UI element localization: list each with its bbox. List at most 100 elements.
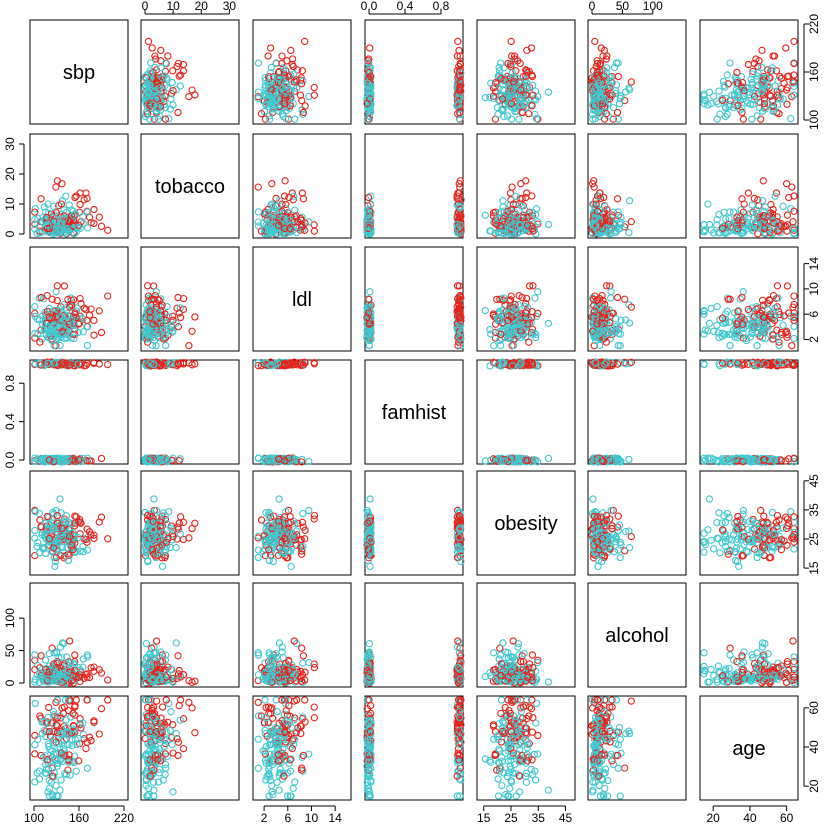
point <box>498 229 506 237</box>
point <box>310 91 319 99</box>
point <box>266 44 275 52</box>
point <box>544 319 553 328</box>
point <box>614 59 622 67</box>
point <box>733 68 741 77</box>
panel-ldl-vs-tobacco <box>140 246 240 352</box>
point <box>613 195 622 203</box>
point <box>265 208 273 217</box>
point <box>532 115 541 123</box>
point <box>734 102 742 110</box>
point <box>57 200 66 208</box>
point <box>453 192 461 200</box>
point <box>509 78 517 86</box>
point <box>504 207 512 215</box>
point <box>287 562 295 571</box>
panel-sbp-vs-tobacco <box>140 19 240 125</box>
point <box>750 96 758 104</box>
point <box>37 195 45 203</box>
point <box>146 115 154 123</box>
point <box>790 79 798 87</box>
point <box>188 524 196 533</box>
point <box>52 209 60 217</box>
point <box>173 62 181 71</box>
point <box>588 180 597 188</box>
point <box>40 203 48 211</box>
point <box>753 206 761 214</box>
point <box>592 221 600 229</box>
point <box>185 93 193 101</box>
point <box>788 93 796 101</box>
point <box>500 64 508 72</box>
point <box>497 222 505 230</box>
point <box>753 72 761 80</box>
point <box>790 37 798 46</box>
panel-frame <box>699 359 799 465</box>
point <box>365 222 373 230</box>
point <box>53 177 62 185</box>
point <box>154 115 163 123</box>
point <box>257 227 266 235</box>
point <box>615 100 624 108</box>
point <box>83 208 92 216</box>
point <box>713 303 721 311</box>
point <box>513 74 521 82</box>
point <box>254 218 262 226</box>
point <box>494 209 503 218</box>
point <box>763 74 771 82</box>
point <box>544 220 553 229</box>
point <box>590 76 598 84</box>
point <box>366 91 375 99</box>
point <box>773 91 782 99</box>
point <box>496 208 505 216</box>
point <box>160 97 168 105</box>
point <box>760 95 769 103</box>
point <box>71 209 79 218</box>
panel-obesity-vs-famhist <box>363 470 465 576</box>
point <box>755 57 763 65</box>
point <box>739 288 747 296</box>
point <box>511 104 519 113</box>
point <box>364 57 372 65</box>
point <box>74 224 82 232</box>
panel-famhist-vs-alcohol <box>587 358 687 466</box>
point <box>143 282 152 290</box>
point <box>593 59 602 68</box>
point <box>162 59 170 67</box>
point <box>489 92 498 100</box>
point <box>95 213 103 221</box>
panel-obesity-vs-tobacco <box>140 470 240 576</box>
point <box>154 104 162 113</box>
point <box>600 193 608 202</box>
point <box>593 57 601 65</box>
point <box>90 331 98 339</box>
point <box>172 543 180 552</box>
point <box>31 526 39 535</box>
point <box>525 110 533 118</box>
point <box>176 513 185 521</box>
point <box>529 208 537 217</box>
point <box>265 227 273 235</box>
panel-ldl-vs-obesity <box>476 246 576 352</box>
point <box>44 221 52 229</box>
point <box>144 79 152 87</box>
point <box>785 72 793 80</box>
point <box>481 211 489 219</box>
point <box>366 44 374 52</box>
point <box>162 341 170 350</box>
point <box>455 62 463 71</box>
panel-frame <box>587 19 687 125</box>
point <box>456 78 464 86</box>
point <box>779 95 787 103</box>
panel-frame <box>252 19 352 125</box>
point <box>90 316 98 325</box>
point <box>265 91 273 99</box>
point <box>273 202 281 210</box>
point <box>601 95 609 103</box>
point <box>151 52 159 60</box>
point <box>592 200 600 208</box>
point <box>616 94 624 103</box>
point <box>790 322 798 331</box>
point <box>31 215 39 224</box>
point <box>625 197 634 205</box>
point <box>364 193 373 202</box>
